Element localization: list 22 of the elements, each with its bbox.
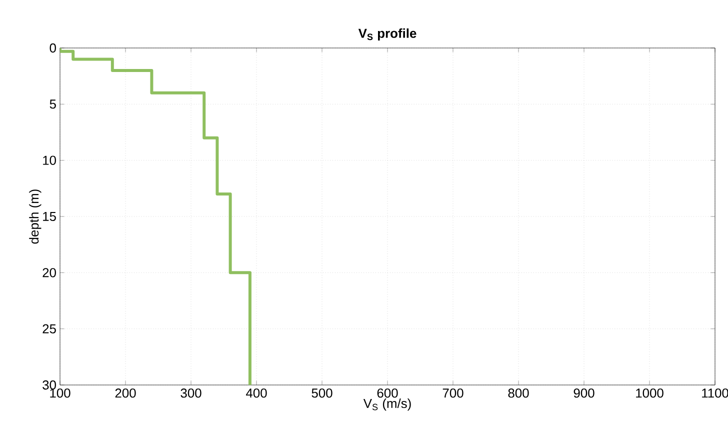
chart-title: V$_{S}$ profile <box>358 28 416 40</box>
x-tick-label: 300 <box>180 388 202 398</box>
x-tick-label: 400 <box>246 388 267 398</box>
y-axis-title: depth (m) <box>29 190 42 244</box>
y-tick-label: 25 <box>42 324 56 334</box>
x-tick-label: 100 <box>50 388 70 398</box>
line-series <box>60 48 252 385</box>
x-tick-label: 200 <box>115 388 136 398</box>
x-axis-title: V$_{S}$ (m/s) <box>363 398 411 411</box>
x-tick-label: 500 <box>312 388 332 398</box>
x-tick-label: 1000 <box>636 388 664 398</box>
x-tick-label: 700 <box>442 388 464 398</box>
y-tick-label: 10 <box>43 156 56 165</box>
x-tick-label: 1100 <box>702 388 728 398</box>
y-tick-label: 15 <box>43 212 56 222</box>
y-tick-label: 5 <box>50 100 56 109</box>
x-tick-label: 900 <box>574 388 594 398</box>
y-tick-label: 0 <box>50 43 56 53</box>
x-tick-label: 600 <box>377 388 398 398</box>
y-tick-label: 20 <box>42 268 56 278</box>
y-tick-label: 30 <box>42 380 56 390</box>
x-tick-label: 800 <box>508 388 529 398</box>
